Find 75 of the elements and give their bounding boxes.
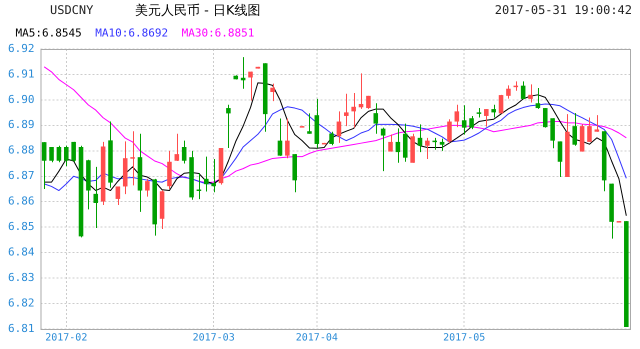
- candlestick: [182, 140, 186, 164]
- y-tick-label: 6.83: [8, 270, 34, 284]
- y-tick-label: 6.85: [8, 220, 34, 234]
- candlestick: [380, 127, 386, 172]
- candlestick: [248, 71, 253, 102]
- y-tick-label: 6.86: [8, 194, 34, 208]
- x-tick-label: 2017-02: [45, 332, 88, 344]
- y-tick-label: 6.87: [8, 169, 34, 182]
- candlestick: [116, 186, 120, 206]
- x-tick-label: 2017-04: [296, 332, 338, 344]
- text: USDCNY: [50, 3, 94, 18]
- candlestick: [432, 137, 438, 150]
- y-tick-label: 6.88: [8, 144, 34, 157]
- text: MA10:6.8692: [95, 26, 168, 40]
- text: MA5:6.8545: [16, 26, 82, 40]
- candlestick: [536, 87, 540, 110]
- y-tick-label: 6.89: [8, 118, 34, 132]
- y-tick-label: 6.92: [8, 42, 34, 55]
- candlestick: [491, 104, 496, 118]
- y-tick-label: 6.82: [8, 296, 34, 310]
- candlestick: [484, 108, 489, 128]
- candlestick: [550, 118, 555, 149]
- candlestick: [542, 108, 548, 128]
- x-tick-label: 2017-05: [443, 332, 486, 344]
- y-tick-label: 6.91: [8, 67, 34, 80]
- candlestick: [351, 92, 356, 128]
- candlestick: [174, 133, 180, 162]
- candlestick: [204, 156, 209, 192]
- candlestick: [64, 145, 69, 167]
- y-tick-label: 6.90: [8, 92, 34, 106]
- candlestick: [56, 145, 62, 163]
- candlestick: [307, 112, 312, 134]
- text: 2017-05-31 19:00:42: [494, 3, 632, 18]
- candlestick: [336, 110, 342, 144]
- candlestick: [469, 115, 474, 130]
- candlestick: [71, 141, 76, 163]
- candlestick: [196, 172, 202, 200]
- candlestick: [462, 104, 466, 136]
- candlestick: [454, 104, 460, 128]
- candlestick: [425, 137, 430, 160]
- candlestick: [558, 140, 562, 178]
- candlestick: [329, 131, 334, 146]
- candlestick: [93, 166, 98, 228]
- candlestick: [388, 134, 393, 152]
- x-tick-label: 2017-03: [192, 332, 235, 344]
- candlestick: [42, 142, 46, 190]
- candlestick: [358, 72, 364, 110]
- text: MA30:6.8851: [182, 26, 254, 40]
- candlestick: [506, 84, 511, 100]
- candlestick: [211, 158, 216, 193]
- candlestick: [520, 80, 526, 100]
- candlestick: [226, 104, 231, 149]
- chart-title: 美元人民币 - 日K线图: [135, 2, 260, 18]
- candlestick: [402, 123, 408, 162]
- candlestick: [49, 146, 54, 163]
- candlestick: [145, 178, 150, 198]
- candlestick: [514, 80, 518, 92]
- candlestick: [130, 130, 135, 186]
- candlestick: [572, 112, 578, 146]
- candlestick: [418, 124, 422, 153]
- candlestick: [476, 108, 482, 118]
- candlestick: [396, 128, 400, 164]
- candlestick: [366, 95, 371, 110]
- candlestick: [587, 116, 592, 142]
- candlestick: [270, 83, 275, 102]
- y-tick-label: 6.81: [8, 322, 34, 335]
- candlestick: [344, 93, 349, 127]
- y-tick-label: 6.84: [8, 245, 35, 258]
- candlestick: [285, 118, 290, 159]
- candlestick: [528, 84, 533, 103]
- candlestick: [240, 56, 246, 90]
- candlestick: [278, 118, 282, 156]
- candlestick: [373, 102, 378, 134]
- candlestick: [447, 118, 452, 144]
- candlestick: [498, 94, 504, 114]
